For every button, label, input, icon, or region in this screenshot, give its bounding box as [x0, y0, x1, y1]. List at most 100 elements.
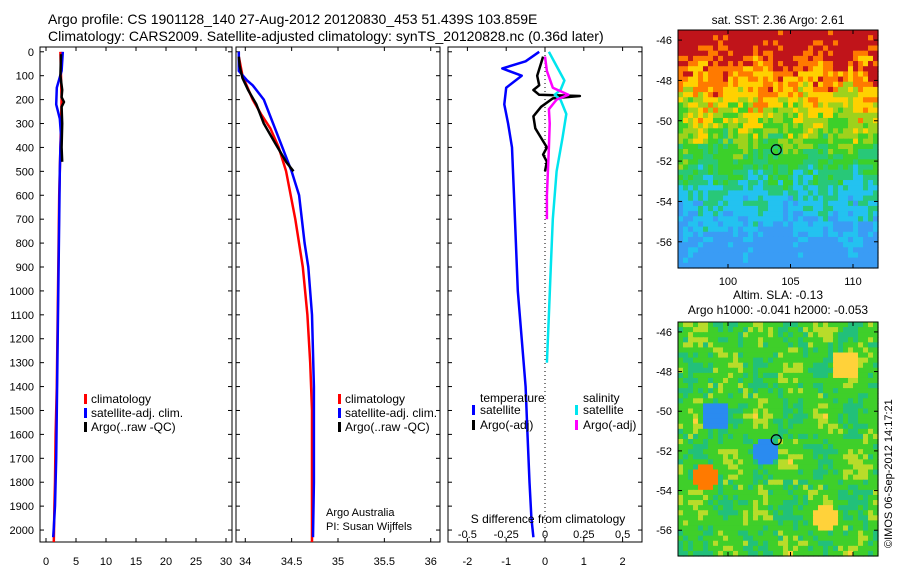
heat-cell [743, 242, 749, 248]
heat-cell [698, 342, 704, 349]
heat-cell [828, 474, 834, 481]
heat-cell [833, 205, 839, 212]
heat-cell [858, 55, 864, 62]
heat-cell [788, 55, 794, 62]
heat-cell [773, 221, 779, 228]
heat-cell [748, 515, 754, 521]
heat-cell [703, 377, 709, 384]
heat-cell [768, 216, 774, 223]
heat-cell [733, 174, 739, 181]
heat-cell [793, 40, 799, 47]
heat-cell [803, 66, 809, 72]
heat-cell [728, 133, 734, 140]
heat-cell [738, 169, 744, 176]
heat-cell [848, 236, 854, 243]
heat-cell [708, 169, 714, 176]
heat-cell [808, 102, 814, 109]
heat-cell [778, 205, 784, 212]
heat-cell [793, 247, 799, 254]
heat-cell [753, 257, 759, 264]
heat-cell [683, 449, 689, 455]
heat-cell [798, 112, 804, 119]
x-tick-label: 0 [43, 556, 49, 568]
heat-cell [758, 515, 764, 521]
heat-cell [833, 413, 839, 420]
heat-cell [763, 388, 769, 394]
heat-cell [853, 489, 859, 496]
heat-cell [748, 149, 754, 155]
heat-cell [678, 257, 684, 264]
heat-cell [723, 459, 729, 466]
heat-cell [793, 520, 799, 527]
heat-cell [828, 117, 834, 124]
heat-cell [708, 510, 714, 516]
heat-cell [728, 35, 734, 41]
heat-cell [788, 45, 794, 52]
heat-cell [788, 408, 794, 415]
heat-cell [808, 327, 814, 333]
heat-cell [678, 322, 684, 328]
heat-cell [868, 61, 874, 67]
heat-cell [838, 97, 844, 104]
heat-cell [733, 505, 739, 511]
heat-cell [793, 102, 799, 109]
heat-cell [873, 55, 879, 62]
heat-cell [788, 190, 794, 197]
heat-cell [718, 357, 724, 364]
heat-cell [773, 413, 779, 420]
heat-cell [843, 216, 849, 223]
heat-cell [748, 138, 754, 145]
heat-cell [733, 423, 739, 430]
heat-cell [793, 545, 799, 552]
heat-cell [683, 489, 689, 496]
heat-cell [778, 413, 784, 420]
heat-cell [723, 428, 729, 435]
heat-cell [858, 550, 864, 557]
heat-cell [828, 469, 834, 476]
heat-cell [713, 133, 719, 140]
heat-cell [693, 510, 699, 516]
heat-cell [873, 226, 879, 233]
heat-cell [798, 226, 804, 233]
heat-cell [868, 71, 874, 78]
y-tick-label: 1800 [10, 477, 34, 489]
heat-cell [733, 525, 739, 532]
heat-cell [738, 408, 744, 415]
heat-cell [748, 372, 754, 379]
heat-cell [833, 428, 839, 435]
heat-cell [773, 403, 779, 410]
heat-cell [743, 388, 749, 394]
heat-cell [728, 252, 734, 259]
heat-cell [788, 149, 794, 155]
heat-cell [718, 149, 724, 155]
heat-cell [793, 393, 799, 399]
heat-cell [723, 174, 729, 181]
heat-cell [788, 226, 794, 233]
heat-cell [693, 45, 699, 52]
heat-cell [743, 81, 749, 88]
heat-cell [718, 550, 724, 557]
heat-cell [723, 433, 729, 440]
heat-cell [738, 30, 744, 36]
heat-cell [803, 347, 809, 354]
heat-cell [678, 530, 684, 537]
heat-cell [843, 357, 849, 364]
heat-cell [718, 221, 724, 228]
heat-cell [808, 30, 814, 36]
heat-cell [793, 515, 799, 521]
heat-cell [858, 362, 864, 369]
heat-cell [858, 505, 864, 511]
heat-cell [678, 195, 684, 202]
heat-cell [698, 469, 704, 476]
heat-cell [833, 398, 839, 404]
heat-cell [828, 398, 834, 404]
heat-cell [813, 362, 819, 369]
heat-cell [743, 185, 749, 191]
heat-cell [873, 169, 879, 176]
heat-cell [828, 221, 834, 228]
heat-cell [758, 550, 764, 557]
heat-cell [748, 337, 754, 343]
heat-cell [788, 500, 794, 506]
heat-cell [718, 231, 724, 238]
heat-cell [733, 133, 739, 140]
